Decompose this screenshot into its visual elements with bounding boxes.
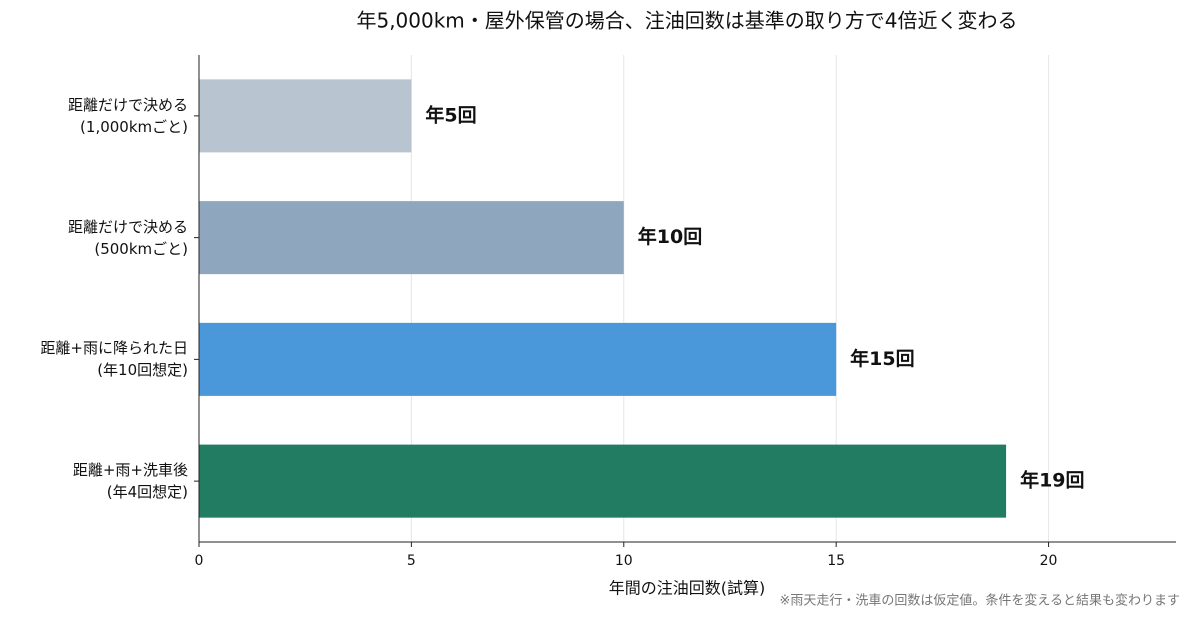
y-tick-label: 距離だけで決める (1,000kmごと) [67,95,188,136]
x-tick-label: 0 [195,553,204,569]
value-label: 年5回 [425,103,476,126]
bar [199,201,624,275]
value-label: 年15回 [850,347,914,370]
bar [199,79,412,153]
footnote: ※雨天走行・洗車の回数は仮定値。条件を変えると結果も変わります [779,593,1180,609]
bar [199,322,837,396]
x-axis-label: 年間の注油回数(試算) [609,579,766,598]
x-tick-label: 5 [407,553,416,569]
x-tick-label: 15 [827,553,845,569]
chart-title: 年5,000km・屋外保管の場合、注油回数は基準の取り方で4倍近く変わる [356,9,1017,33]
y-tick-label: 距離だけで決める (500kmごと) [67,217,188,258]
x-tick-label: 10 [615,553,633,569]
bar [199,444,1007,518]
x-tick-label: 20 [1040,553,1058,569]
y-tick-label: 距離+雨に降られた日 (年10回想定) [40,339,188,380]
value-label: 年10回 [638,225,702,248]
value-label: 年19回 [1020,469,1084,492]
y-tick-label: 距離+雨+洗車後 (年4回想定) [72,461,188,502]
